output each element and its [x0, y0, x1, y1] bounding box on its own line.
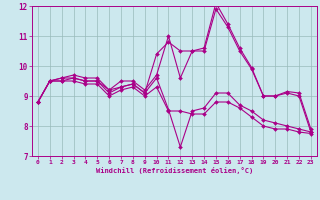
- X-axis label: Windchill (Refroidissement éolien,°C): Windchill (Refroidissement éolien,°C): [96, 167, 253, 174]
